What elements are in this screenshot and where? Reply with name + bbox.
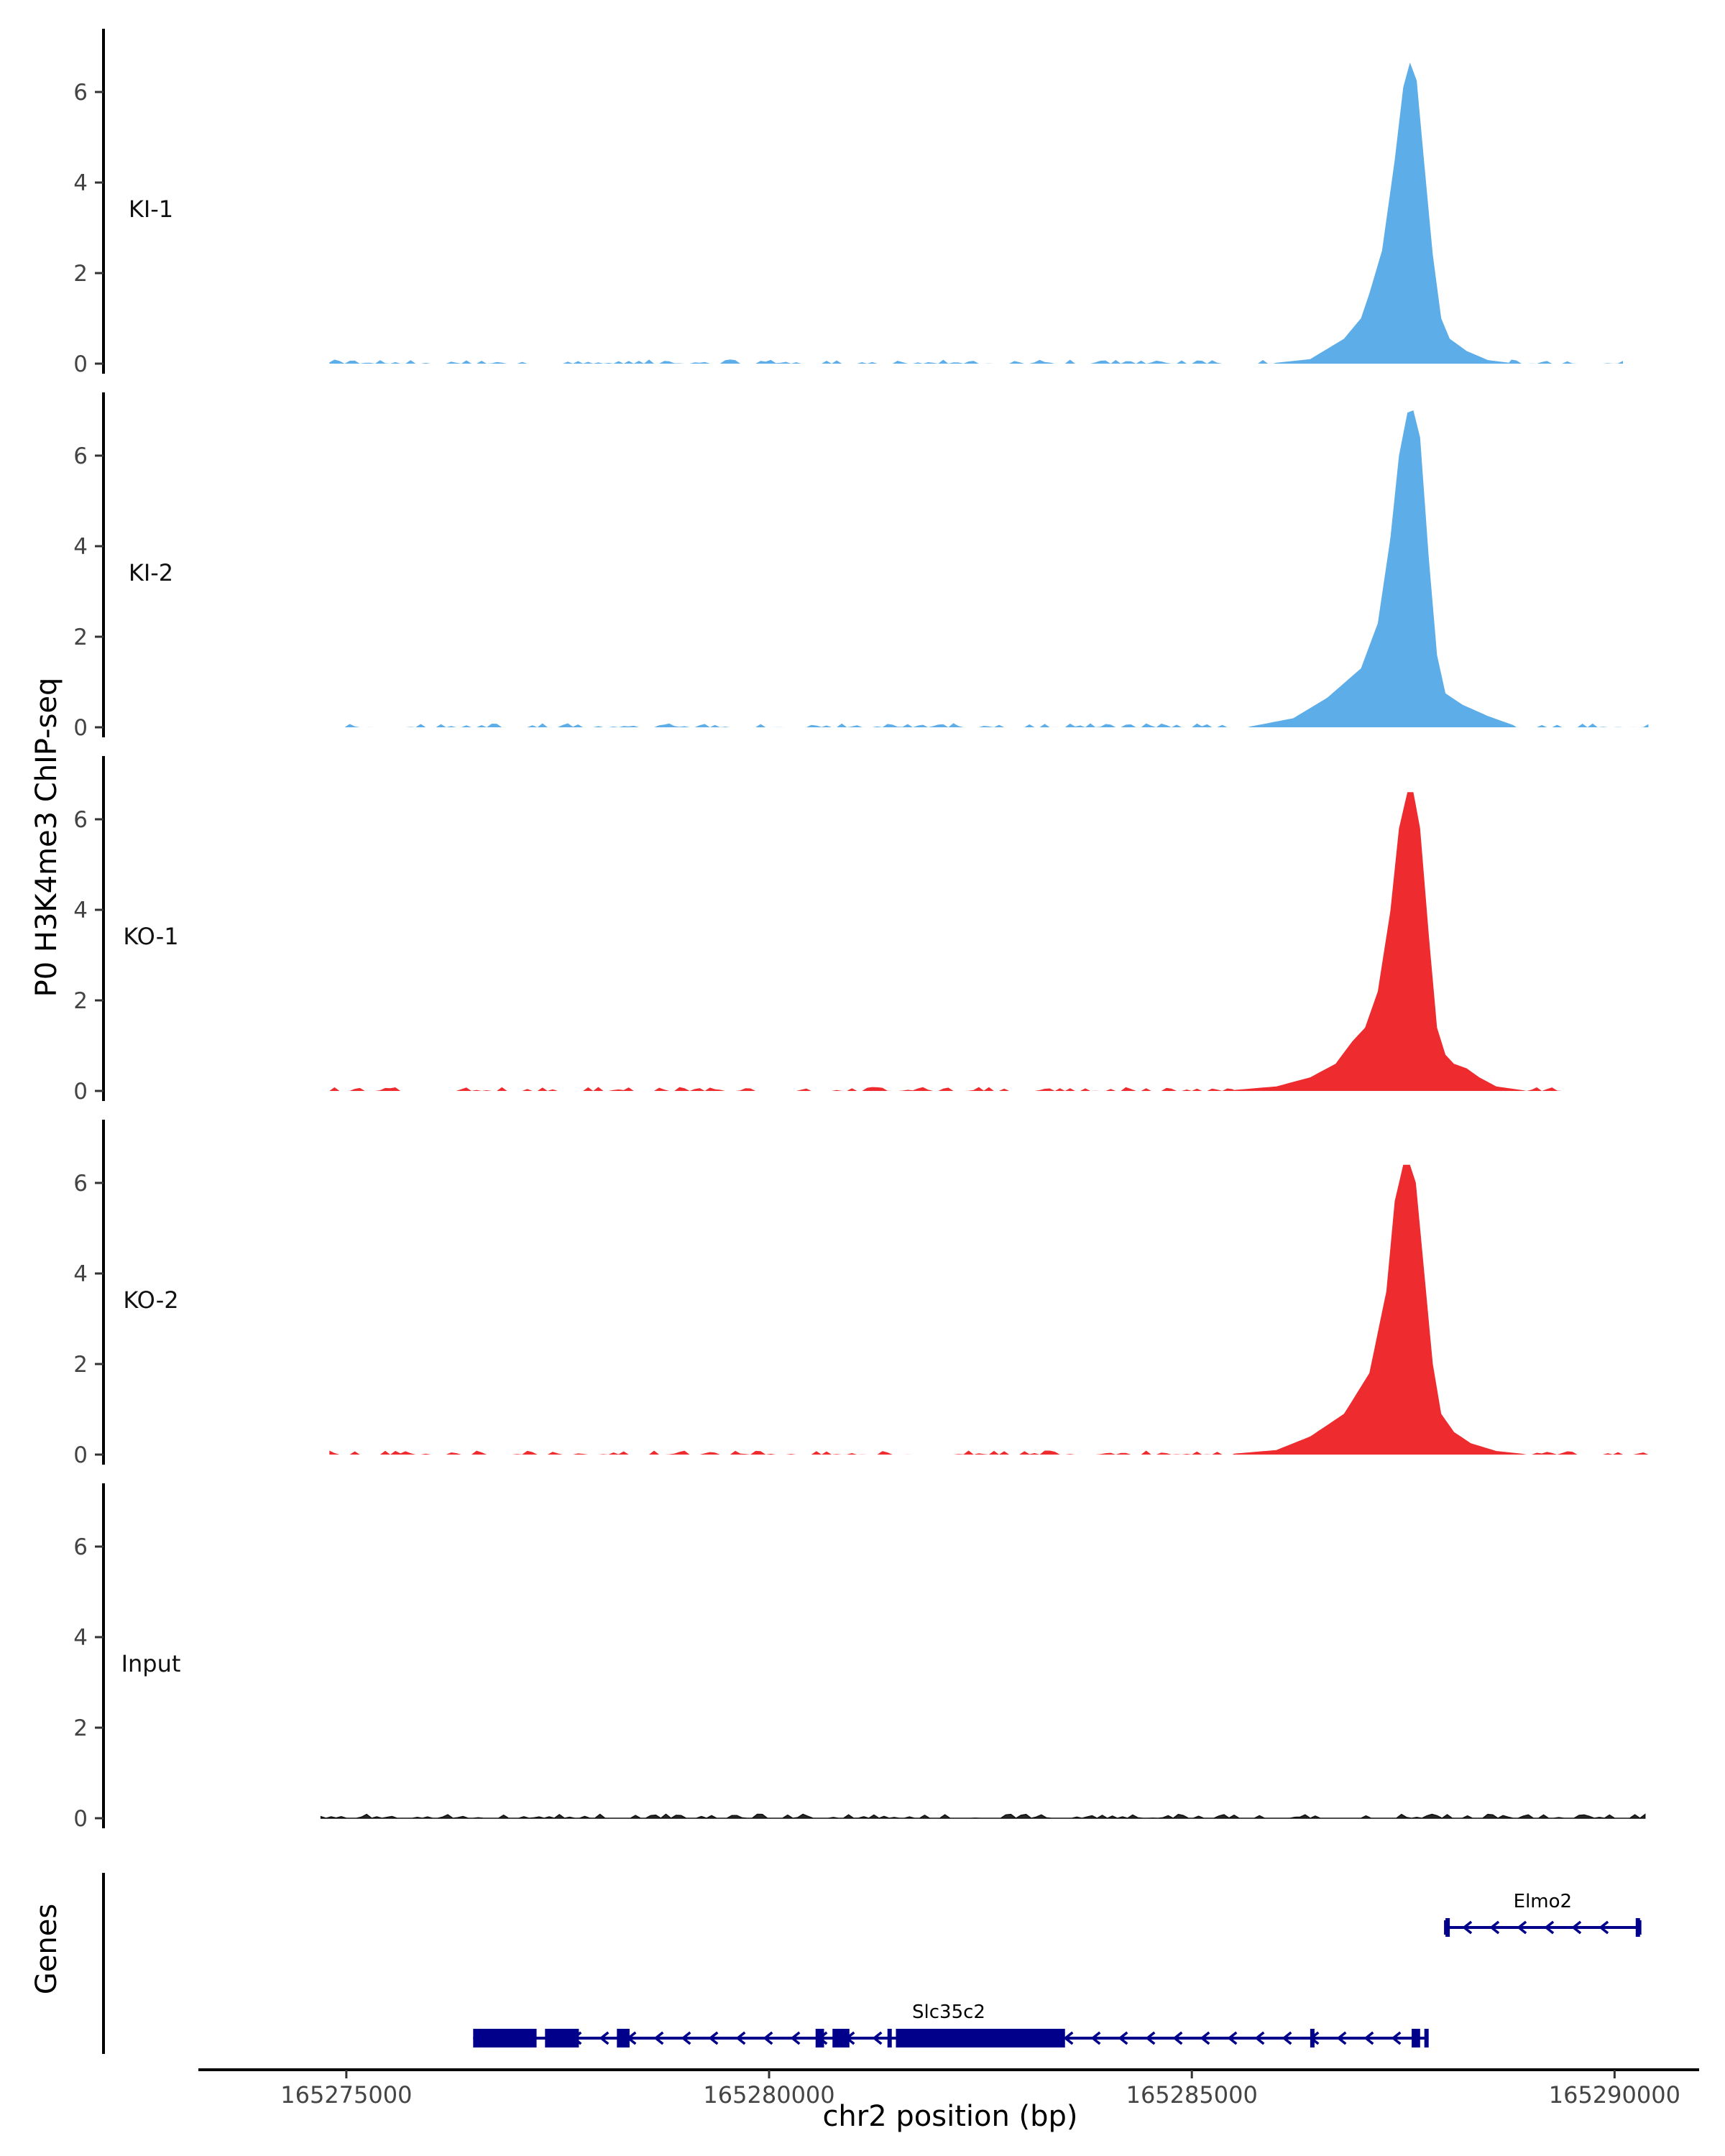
x-tick-label: 165290000 (1549, 2081, 1680, 2109)
strand-arrow (1145, 2031, 1156, 2045)
x-axis-title: chr2 position (bp) (822, 2100, 1077, 2133)
y-tick-label: 6 (73, 443, 88, 469)
strand-arrow (1544, 1920, 1555, 1935)
strand-arrow (1571, 1920, 1582, 1935)
strand-arrow (872, 2031, 883, 2045)
strand-arrow (1118, 2031, 1128, 2045)
strand-arrow (1598, 1920, 1609, 1935)
strand-arrow (708, 2031, 719, 2045)
exon (617, 2029, 630, 2047)
strand-arrow (1489, 1920, 1500, 1935)
strand-arrow (1200, 2031, 1210, 2045)
exon (473, 2029, 537, 2047)
strand-arrow (763, 2031, 773, 2045)
x-axis: 165275000 165280000 165285000 165290000 (198, 2068, 1699, 2109)
strand-arrow (735, 2031, 746, 2045)
y-tick-label: 6 (73, 1171, 88, 1197)
strand-arrow (1227, 2031, 1238, 2045)
exon (1310, 2029, 1315, 2047)
y-tick-label: 6 (73, 1534, 88, 1560)
y-tick-label: 2 (73, 988, 88, 1014)
strand-arrow (1282, 2031, 1292, 2045)
track-label: KO-2 (123, 1286, 178, 1314)
y-tick-label: 4 (73, 170, 88, 196)
strand-arrow (653, 2031, 664, 2045)
gene-slc35c2: Slc35c2 (473, 2001, 1429, 2047)
x-tick-label: 165285000 (1126, 2081, 1258, 2109)
y-tick-label: 4 (73, 534, 88, 560)
y-tick-label: 6 (73, 80, 88, 106)
y-tick-label: 4 (73, 1261, 88, 1287)
y-tick-label: 0 (73, 1806, 88, 1832)
exon (1424, 2029, 1429, 2047)
strand-arrow (1172, 2031, 1183, 2045)
track-label: KI-1 (129, 195, 173, 223)
exon (1412, 2029, 1420, 2047)
y-tick-label: 0 (73, 1079, 88, 1105)
gene-elmo2: Elmo2 (1444, 1891, 1642, 1937)
tracks-layer: 0 2 4 6 KI-1 0 2 4 6 KI-2 0 2 4 6 KO-1 0 2 4 6 KO-2 0 2 4 6 Inpu… (73, 29, 1649, 1832)
strand-arrow (1462, 1920, 1473, 1935)
x-tick-label: 165275000 (280, 2081, 412, 2109)
gene-label: Slc35c2 (912, 2001, 985, 2023)
y-tick-label: 2 (73, 261, 88, 287)
x-tick-label: 165280000 (703, 2081, 834, 2109)
signal-area-ki-2 (329, 410, 1649, 727)
gene-label: Elmo2 (1514, 1891, 1572, 1912)
signal-area-ko-2 (329, 1164, 1649, 1455)
track-panel-ki-2: 0 2 4 6 KI-2 (73, 392, 1649, 741)
strand-arrow (1254, 2031, 1265, 2045)
strand-arrow (1090, 2031, 1101, 2045)
y-tick-label: 0 (73, 351, 88, 377)
signal-area-input (320, 1813, 1646, 1819)
strand-arrow (681, 2031, 691, 2045)
track-label: KI-2 (129, 559, 173, 586)
y-tick-label: 0 (73, 1442, 88, 1468)
signal-area-ko-1 (329, 792, 1573, 1091)
exon (545, 2029, 579, 2047)
genes-axis-title: Genes (30, 1904, 63, 1994)
y-tick-label: 6 (73, 807, 88, 833)
exon (896, 2029, 1065, 2047)
strand-arrow (1063, 2031, 1074, 2045)
strand-arrow (1336, 2031, 1347, 2045)
track-panel-ko-2: 0 2 4 6 KO-2 (73, 1120, 1649, 1468)
y-tick-label: 2 (73, 1715, 88, 1741)
strand-arrow (1363, 2031, 1374, 2045)
track-panel-ki-1: 0 2 4 6 KI-1 (73, 29, 1624, 377)
y-tick-label: 0 (73, 715, 88, 741)
track-panel-input: 0 2 4 6 Input (73, 1483, 1646, 1832)
signal-area-ki-1 (329, 63, 1624, 364)
y-tick-label: 4 (73, 898, 88, 923)
y-axis-title: P0 H3K4me3 ChIP-seq (30, 678, 63, 998)
y-tick-label: 2 (73, 1352, 88, 1378)
exon (815, 2029, 824, 2047)
strand-arrow (1391, 2031, 1402, 2045)
genes-layer: Slc35c2 Elmo2 (102, 1873, 1642, 2054)
exon (1445, 1918, 1450, 1937)
track-label: Input (121, 1650, 181, 1677)
y-tick-label: 4 (73, 1625, 88, 1651)
track-panel-ko-1: 0 2 4 6 KO-1 (73, 756, 1573, 1105)
y-tick-label: 2 (73, 625, 88, 650)
strand-arrow (599, 2031, 610, 2045)
track-label: KO-1 (123, 923, 178, 950)
strand-arrow (790, 2031, 801, 2045)
exon (832, 2029, 850, 2047)
strand-arrow (1517, 1920, 1527, 1935)
exon (887, 2029, 892, 2047)
exon (1635, 1918, 1640, 1937)
